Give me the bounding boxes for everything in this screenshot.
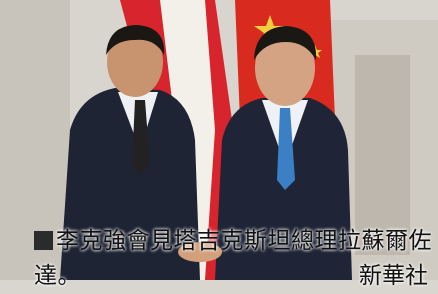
caption-marker xyxy=(34,231,53,250)
photo-credit: 新華社 xyxy=(359,259,428,294)
page: 李克強會見塔吉克斯坦總理拉蘇爾佐達。 新華社 (() => { const da… xyxy=(0,0,438,280)
